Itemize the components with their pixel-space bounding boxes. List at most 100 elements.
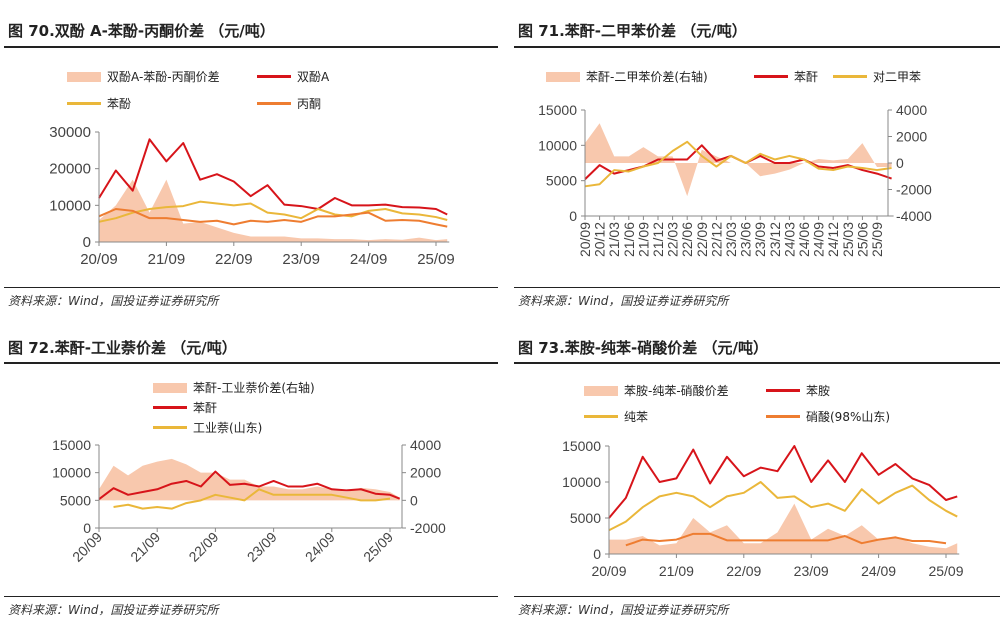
y-tick-label: 15000 bbox=[52, 437, 91, 453]
series-line-2 bbox=[608, 481, 958, 532]
x-tick-label: 24/09 bbox=[811, 222, 827, 257]
x-tick-label: 20/09 bbox=[80, 251, 118, 268]
y-tick-label: 0 bbox=[83, 520, 91, 536]
source-rule bbox=[514, 596, 1000, 597]
y-tick-label-right: -2000 bbox=[410, 520, 446, 536]
x-tick-label: 21/09 bbox=[127, 529, 163, 565]
y-tick-label-right: 2000 bbox=[410, 465, 441, 481]
x-tick-label: 24/12 bbox=[825, 222, 841, 257]
legend-label: 苯酐-二甲苯价差(右轴) bbox=[586, 70, 708, 84]
title-rule bbox=[4, 46, 498, 48]
series-area-0 bbox=[99, 179, 448, 242]
series-line-1 bbox=[98, 138, 448, 216]
x-tick-label: 20/12 bbox=[592, 222, 608, 257]
y-tick-label-right: 0 bbox=[896, 155, 904, 171]
legend-swatch bbox=[153, 382, 187, 393]
legend-item: 苯酐 bbox=[754, 68, 818, 85]
legend-swatch bbox=[153, 406, 187, 409]
source-note: 资料来源：Wind，国投证券证券研究所 bbox=[8, 294, 219, 308]
y-tick-label: 0 bbox=[569, 208, 577, 224]
y-tick-label: 10000 bbox=[49, 197, 91, 214]
x-tick-label: 22/09 bbox=[694, 222, 710, 257]
legend-item: 纯苯 bbox=[584, 408, 648, 425]
legend-swatch bbox=[766, 415, 800, 418]
series-area-0 bbox=[99, 458, 400, 501]
x-tick-label: 25/03 bbox=[840, 222, 856, 257]
legend-item: 苯酐-二甲苯价差(右轴) bbox=[546, 68, 708, 85]
legend-label: 苯酐-工业萘价差(右轴) bbox=[193, 381, 315, 395]
chart-70: 0 10000 20000 30000 20/09 21/09 22/09 23/09 24/0… bbox=[49, 124, 454, 268]
source-rule bbox=[4, 596, 498, 597]
legend-label: 苯胺-纯苯-硝酸价差 bbox=[624, 384, 729, 398]
y-tick-label-right: 0 bbox=[410, 492, 418, 508]
legend-swatch bbox=[257, 75, 291, 78]
legend-label: 苯酚 bbox=[107, 97, 132, 111]
x-tick-label: 22/03 bbox=[665, 222, 681, 257]
y-tick-label: 15000 bbox=[562, 438, 601, 454]
x-tick-label: 23/03 bbox=[723, 222, 739, 257]
x-tick-label: 22/09 bbox=[726, 563, 761, 579]
x-tick-label: 22/12 bbox=[708, 222, 724, 257]
legend-label: 双酚A-苯酚-丙酮价差 bbox=[107, 70, 220, 84]
y-tick-label: 10000 bbox=[52, 465, 91, 481]
y-tick-label: 30000 bbox=[49, 124, 91, 141]
source-note: 资料来源：Wind，国投证券证券研究所 bbox=[8, 603, 219, 617]
legend-label: 苯酐 bbox=[193, 401, 218, 415]
y-tick-label: 5000 bbox=[570, 510, 601, 526]
series-line-1 bbox=[98, 470, 401, 501]
series-line-2 bbox=[113, 488, 391, 510]
x-tick-label: 20/09 bbox=[69, 529, 105, 565]
y-tick-label: 0 bbox=[83, 234, 91, 251]
chart-73-title: 图 73.苯胺-纯苯-硝酸价差 （元/吨） bbox=[518, 339, 768, 357]
x-tick-label: 23/09 bbox=[752, 222, 768, 257]
source-note: 资料来源：Wind，国投证券证券研究所 bbox=[518, 294, 729, 308]
legend-label: 对二甲苯 bbox=[873, 70, 922, 84]
x-tick-label: 25/09 bbox=[928, 563, 963, 579]
series-line-3 bbox=[625, 532, 947, 547]
legend-item: 工业萘(山东) bbox=[153, 419, 262, 436]
legend-swatch bbox=[546, 71, 580, 82]
x-tick-label: 24/03 bbox=[781, 222, 797, 257]
x-tick-label: 21/12 bbox=[650, 222, 666, 257]
x-tick-label: 23/06 bbox=[738, 222, 754, 257]
series-area-0 bbox=[585, 123, 892, 197]
x-tick-label: 22/06 bbox=[679, 222, 695, 257]
legend-label: 苯胺 bbox=[806, 384, 831, 398]
y-tick-label-right: -4000 bbox=[896, 208, 932, 224]
title-rule bbox=[514, 46, 1000, 48]
x-tick-label: 25/09 bbox=[417, 251, 455, 268]
x-tick-label: 21/09 bbox=[635, 222, 651, 257]
y-tick-label: 5000 bbox=[60, 492, 91, 508]
legend-swatch bbox=[584, 385, 618, 396]
chart-71-title: 图 71.苯酐-二甲苯价差 （元/吨） bbox=[518, 22, 747, 40]
legend-item: 苯胺 bbox=[766, 382, 830, 399]
legend-item: 丙酮 bbox=[257, 95, 321, 112]
legend-label: 苯酐 bbox=[794, 70, 819, 84]
x-tick-label: 24/09 bbox=[302, 529, 338, 565]
y-tick-label: 20000 bbox=[49, 161, 91, 178]
x-tick-label: 23/09 bbox=[794, 563, 829, 579]
legend-item: 硝酸(98%山东) bbox=[766, 408, 890, 425]
source-rule bbox=[4, 287, 498, 288]
y-tick-label-right: 2000 bbox=[896, 129, 927, 145]
series-area-0 bbox=[609, 503, 958, 554]
chart-72-title: 图 72.苯酐-工业萘价差 （元/吨） bbox=[8, 339, 237, 357]
x-tick-label: 23/09 bbox=[244, 529, 280, 565]
x-tick-label: 21/06 bbox=[621, 222, 637, 257]
legend-swatch bbox=[257, 102, 291, 105]
y-tick-label: 10000 bbox=[562, 474, 601, 490]
y-tick-label-right: -2000 bbox=[896, 182, 932, 198]
legend-label: 丙酮 bbox=[297, 97, 322, 111]
legend-swatch bbox=[766, 389, 800, 392]
legend-swatch bbox=[584, 415, 618, 418]
x-tick-label: 23/09 bbox=[282, 251, 320, 268]
x-tick-label: 25/09 bbox=[869, 222, 885, 257]
x-tick-label: 21/09 bbox=[659, 563, 694, 579]
x-tick-label: 22/09 bbox=[185, 529, 221, 565]
legend-item: 苯酐 bbox=[153, 399, 217, 416]
legend-swatch bbox=[153, 426, 187, 429]
legend-label: 工业萘(山东) bbox=[193, 421, 263, 435]
y-tick-label: 10000 bbox=[538, 137, 577, 153]
